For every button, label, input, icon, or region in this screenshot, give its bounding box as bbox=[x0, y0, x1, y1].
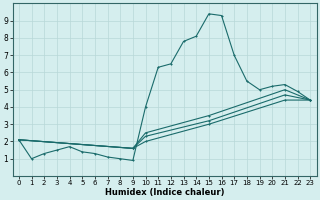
X-axis label: Humidex (Indice chaleur): Humidex (Indice chaleur) bbox=[105, 188, 224, 197]
